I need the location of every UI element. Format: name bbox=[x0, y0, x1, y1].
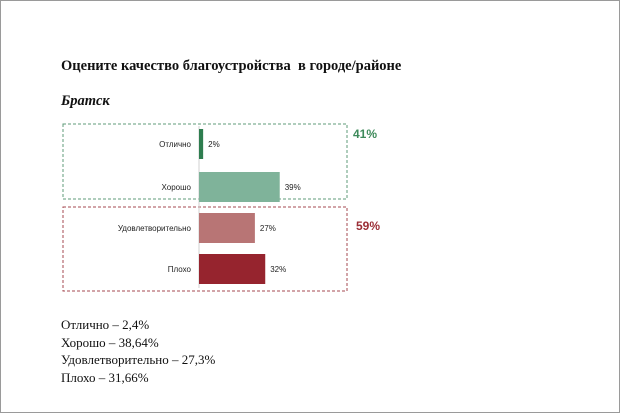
bar-poor bbox=[199, 254, 266, 284]
group-box-negative bbox=[62, 206, 348, 292]
city-subtitle: Братск bbox=[61, 93, 110, 109]
category-label-excellent: Отлично bbox=[159, 140, 191, 149]
bar-good bbox=[199, 172, 280, 202]
note-good: Хорошо – 38,64% bbox=[61, 334, 159, 350]
group-total-negative: 59% bbox=[356, 219, 380, 233]
bar-satisfactory bbox=[199, 213, 255, 243]
category-label-good: Хорошо bbox=[162, 183, 192, 192]
bar-excellent bbox=[199, 129, 204, 159]
note-satisfactory: Удовлетворительно – 27,3% bbox=[61, 352, 216, 367]
category-label-satisfactory: Удовлетворительно bbox=[118, 224, 192, 233]
value-label-excellent: 2% bbox=[208, 140, 220, 149]
slide-title: Оцените качество благоустройства в город… bbox=[61, 58, 402, 74]
group-total-positive: 41% bbox=[353, 127, 377, 141]
value-label-good: 39% bbox=[285, 183, 301, 192]
value-label-poor: 32% bbox=[270, 265, 286, 274]
note-poor: Плохо – 31,66% bbox=[61, 369, 149, 385]
rating-bar-chart: Отлично 2% Хорошо 39% Удовлетворительно 27% Пл… bbox=[62, 123, 380, 292]
exact-values-list: Отлично – 2,4% Хорошо – 38,64% Удовлетво… bbox=[61, 316, 215, 386]
value-label-satisfactory: 27% bbox=[260, 224, 276, 233]
category-label-poor: Плохо bbox=[168, 265, 192, 274]
note-excellent: Отлично – 2,4% bbox=[61, 317, 150, 332]
